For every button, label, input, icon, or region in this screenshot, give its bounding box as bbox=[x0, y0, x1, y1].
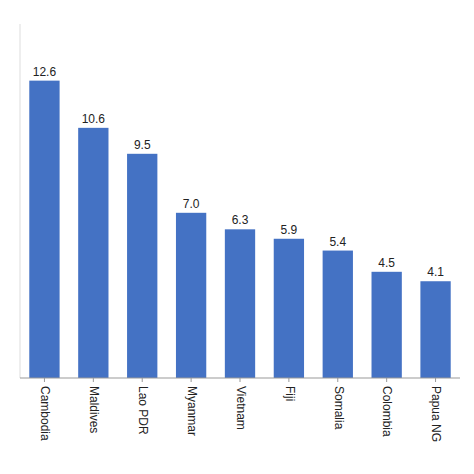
data-label: 10.6 bbox=[82, 112, 106, 126]
x-tick-label: Lao PDR bbox=[136, 386, 150, 435]
chart: 12.6 10.6 9.5 7.0 6.3 5.9 5.4 4.5 4.1 Cambodia Mal… bbox=[0, 0, 474, 474]
y-axis-line bbox=[20, 24, 21, 378]
bar bbox=[78, 128, 108, 378]
x-tick-label: Papua NG bbox=[429, 386, 443, 442]
x-axis: Cambodia Maldives Lao PDR Myanmar Vietnam Fij… bbox=[20, 378, 460, 442]
bar bbox=[127, 154, 157, 378]
data-label: 9.5 bbox=[134, 138, 151, 152]
x-tick bbox=[142, 378, 143, 382]
x-tick-label: Colombia bbox=[380, 386, 394, 437]
data-labels: 12.6 10.6 9.5 7.0 6.3 5.9 5.4 4.5 4.1 bbox=[33, 65, 444, 280]
x-tick-label: Maldives bbox=[87, 386, 101, 433]
data-label: 5.9 bbox=[281, 223, 298, 237]
x-tick bbox=[386, 378, 387, 382]
x-tick bbox=[191, 378, 192, 382]
bar bbox=[274, 239, 304, 378]
bar bbox=[29, 81, 59, 378]
bar bbox=[420, 281, 450, 378]
x-tick-label: Vietnam bbox=[234, 386, 248, 430]
data-label: 4.1 bbox=[427, 265, 444, 279]
data-label: 7.0 bbox=[183, 197, 200, 211]
data-label: 5.4 bbox=[329, 235, 346, 249]
x-tick bbox=[240, 378, 241, 382]
x-tick bbox=[93, 378, 94, 382]
data-label: 4.5 bbox=[378, 256, 395, 270]
data-label: 12.6 bbox=[33, 65, 57, 79]
bar bbox=[372, 272, 402, 378]
x-tick bbox=[44, 378, 45, 382]
x-tick bbox=[337, 378, 338, 382]
bar bbox=[176, 213, 206, 378]
bar bbox=[225, 229, 255, 378]
chart-container: 12.6 10.6 9.5 7.0 6.3 5.9 5.4 4.5 4.1 Cambodia Mal… bbox=[0, 0, 474, 474]
x-tick bbox=[435, 378, 436, 382]
bar bbox=[323, 251, 353, 378]
x-tick-label: Cambodia bbox=[38, 386, 52, 441]
x-tick-label: Myanmar bbox=[185, 386, 199, 436]
bars bbox=[29, 81, 450, 378]
x-tick-label: Somalia bbox=[332, 386, 346, 430]
x-tick-label: Fiji bbox=[283, 386, 297, 401]
data-label: 6.3 bbox=[232, 213, 249, 227]
x-tick bbox=[288, 378, 289, 382]
